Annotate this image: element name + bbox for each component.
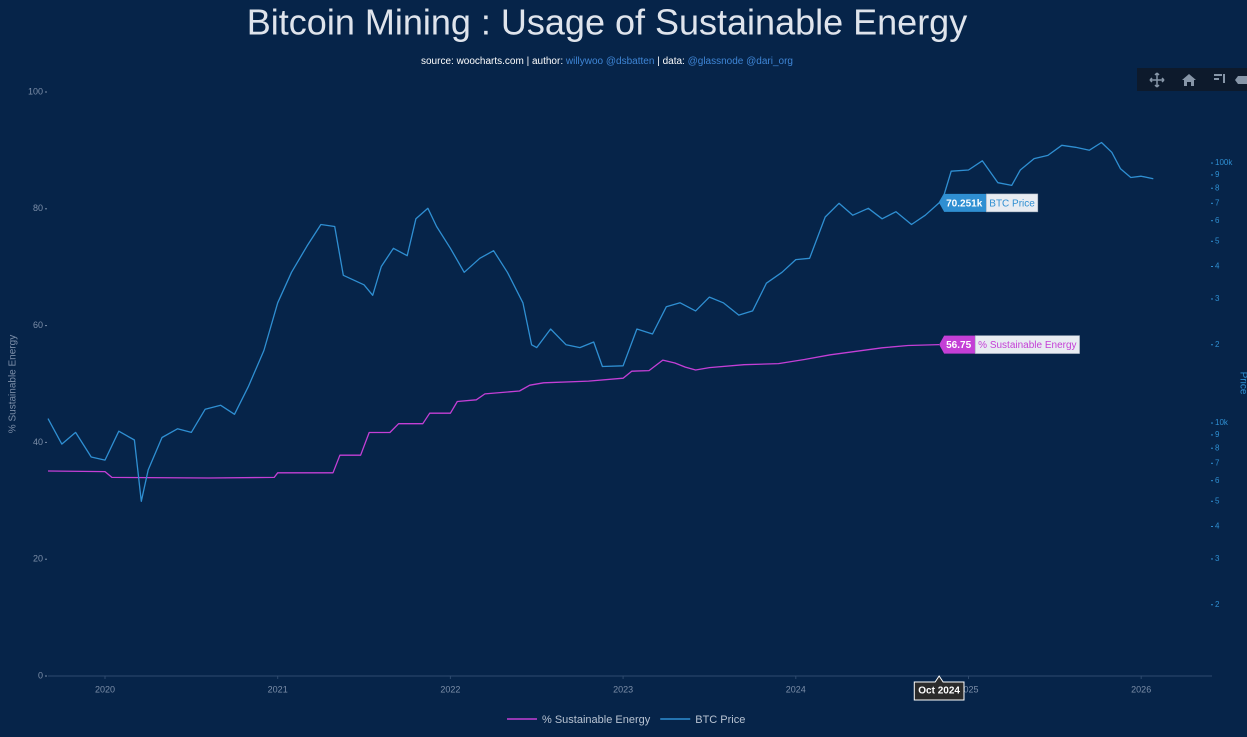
y2-axis-title: Price bbox=[1237, 372, 1247, 395]
subtitle-text: source: woocharts.com | author: bbox=[421, 56, 566, 67]
subtitle-link[interactable]: @glassnode @dari_org bbox=[688, 56, 793, 67]
y2-tick-label: 10k bbox=[1215, 418, 1229, 427]
hover-name: % Sustainable Energy bbox=[978, 340, 1076, 351]
x-tick-label: 2020 bbox=[95, 684, 115, 694]
x-tick-label: 2026 bbox=[1131, 684, 1151, 694]
y2-tick-label: 4 bbox=[1215, 522, 1220, 531]
y-tick-label: 20 bbox=[33, 554, 43, 564]
home-button[interactable] bbox=[1182, 74, 1196, 86]
y2-tick-label: 2 bbox=[1215, 340, 1220, 349]
series-line bbox=[47, 343, 940, 479]
hover-value: 56.75 bbox=[946, 340, 971, 351]
series-line bbox=[47, 141, 1154, 502]
y2-tick-label: 7 bbox=[1215, 198, 1220, 207]
y-axis-title: % Sustainable Energy bbox=[8, 335, 19, 433]
legend-label: % Sustainable Energy bbox=[542, 714, 651, 726]
spike-button[interactable] bbox=[1214, 74, 1225, 83]
y2-tick-label: 6 bbox=[1215, 476, 1220, 485]
y2-tick-label: 8 bbox=[1215, 443, 1220, 452]
y2-tick-label: 3 bbox=[1215, 294, 1220, 303]
legend-item[interactable]: BTC Price bbox=[660, 714, 745, 726]
legend-label: BTC Price bbox=[695, 714, 745, 726]
chart-subtitle: source: woocharts.com | author: willywoo… bbox=[421, 56, 793, 67]
x-tick-label: 2025 bbox=[958, 684, 978, 694]
y2-tick-label: 9 bbox=[1215, 170, 1220, 179]
hover-x-label: Oct 2024 bbox=[913, 675, 965, 701]
pan-button[interactable] bbox=[1149, 72, 1165, 88]
y-tick-label: 100 bbox=[28, 86, 43, 96]
y2-tick-label: 4 bbox=[1215, 262, 1220, 271]
hover-name: BTC Price bbox=[989, 199, 1035, 210]
toolbar bbox=[1137, 68, 1247, 91]
y2-tick-label: 2 bbox=[1215, 600, 1220, 609]
y2-tick-label: 9 bbox=[1215, 430, 1220, 439]
y-tick-label: 80 bbox=[33, 203, 43, 213]
y-tick-label: 0 bbox=[38, 670, 43, 680]
hover-name-bg bbox=[986, 193, 1039, 213]
y2-tick-label: 100k bbox=[1215, 158, 1233, 167]
y2-tick-label: 3 bbox=[1215, 554, 1220, 563]
hover-x-text: Oct 2024 bbox=[918, 686, 960, 697]
y2-tick-label: 8 bbox=[1215, 183, 1220, 192]
y-tick-label: 60 bbox=[33, 320, 43, 330]
hover-name-bg bbox=[974, 335, 1080, 354]
x-tick-label: 2023 bbox=[613, 684, 633, 694]
y2-tick-label: 5 bbox=[1215, 236, 1220, 245]
hover-marker bbox=[939, 335, 976, 354]
y2-tick-label: 7 bbox=[1215, 458, 1220, 467]
x-tick-label: 2024 bbox=[786, 684, 806, 694]
hover-marker bbox=[939, 193, 987, 212]
y2-tick-label: 6 bbox=[1215, 216, 1220, 225]
hover-x-box bbox=[913, 675, 965, 701]
hover-value: 70.251k bbox=[946, 199, 983, 210]
subtitle-link[interactable]: willywoo @dsbatten bbox=[565, 56, 655, 67]
x-tick-label: 2021 bbox=[268, 684, 288, 694]
compare-button[interactable] bbox=[1235, 76, 1247, 84]
chart-title: Bitcoin Mining : Usage of Sustainable En… bbox=[247, 2, 967, 43]
legend-item[interactable]: % Sustainable Energy bbox=[507, 714, 651, 726]
y2-tick-label: 5 bbox=[1215, 496, 1220, 505]
subtitle-text: | data: bbox=[654, 56, 687, 67]
x-tick-label: 2022 bbox=[440, 684, 460, 694]
hover-label: 56.75 % Sustainable Energy bbox=[939, 335, 1080, 354]
plot-area bbox=[47, 141, 1154, 502]
hover-label: 70.251k BTC Price bbox=[939, 193, 1039, 213]
y-tick-label: 40 bbox=[33, 437, 43, 447]
